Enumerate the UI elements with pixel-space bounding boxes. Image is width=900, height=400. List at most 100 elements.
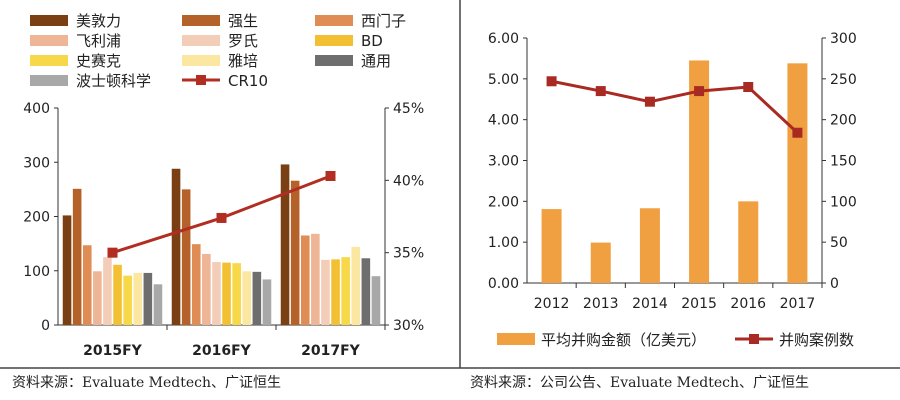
- legend-label: 强生: [228, 12, 258, 30]
- bar: [232, 263, 241, 325]
- bar: [787, 63, 808, 283]
- x-tick-label: 2015FY: [83, 343, 143, 359]
- y2-tick-label: 300: [830, 31, 857, 47]
- y2-tick-label: 50: [830, 235, 848, 251]
- y-tick-label: 2.00: [488, 194, 519, 210]
- bar: [290, 180, 300, 325]
- bar: [133, 272, 143, 325]
- bar: [321, 259, 330, 325]
- y-tick-label: 200: [23, 210, 50, 226]
- cr10-marker: [216, 212, 227, 223]
- bar: [242, 271, 252, 325]
- bar: [113, 264, 122, 325]
- legend-swatch: [315, 15, 353, 26]
- y-tick-label: 100: [23, 264, 50, 280]
- right-source-note: 资料来源：公司公告、Evaluate Medtech、广证恒生: [470, 375, 810, 391]
- legend-swatch: [315, 35, 353, 46]
- bar: [202, 253, 211, 325]
- bar: [222, 262, 231, 325]
- y-tick-label: 1.00: [488, 235, 519, 251]
- y2-tick-label: 150: [830, 154, 857, 170]
- deal-count-marker: [792, 127, 803, 138]
- deal-count-line: [551, 79, 799, 134]
- legend-swatch: [30, 35, 68, 46]
- bar: [82, 245, 92, 325]
- bar: [639, 208, 660, 283]
- legend-swatch: [315, 55, 353, 66]
- y2-tick-label: 40%: [393, 173, 424, 189]
- legend-label: 并购案例数: [779, 331, 854, 349]
- x-tick-label: 2015: [681, 296, 717, 312]
- y2-tick-label: 100: [830, 194, 857, 210]
- x-tick-label: 2014: [632, 296, 668, 312]
- legend-swatch: [182, 35, 220, 46]
- bar: [212, 262, 221, 325]
- bar: [280, 164, 290, 325]
- y-tick-label: 5.00: [488, 72, 519, 88]
- x-tick-label: 2017: [780, 296, 816, 312]
- bar: [300, 235, 310, 325]
- bar: [191, 244, 201, 325]
- bar: [103, 257, 112, 325]
- x-tick-label: 2017FY: [301, 343, 361, 359]
- legend-swatch: [30, 15, 68, 26]
- bar: [252, 271, 262, 325]
- bar: [371, 276, 381, 325]
- bar: [181, 189, 191, 325]
- bar: [541, 209, 562, 283]
- deal-count-marker: [694, 86, 705, 97]
- y-tick-label: 3.00: [488, 154, 519, 170]
- y-tick-label: 400: [23, 101, 50, 117]
- cr10-marker: [107, 247, 118, 258]
- legend-swatch: [30, 75, 68, 86]
- bar: [171, 168, 181, 325]
- legend-label: 罗氏: [228, 32, 258, 50]
- y-tick-label: 300: [23, 155, 50, 171]
- legend-label: 波士顿科学: [76, 72, 151, 90]
- y2-tick-label: 30%: [393, 318, 424, 334]
- legend-label: 飞利浦: [76, 32, 121, 50]
- legend-label: 史赛克: [76, 52, 121, 70]
- y-tick-label: 0: [41, 318, 50, 334]
- bar: [361, 258, 371, 325]
- x-tick-label: 2012: [534, 296, 570, 312]
- x-tick-label: 2013: [583, 296, 619, 312]
- cr10-marker: [325, 170, 336, 181]
- bar: [153, 284, 163, 325]
- bar: [143, 272, 153, 325]
- y2-tick-label: 35%: [393, 246, 424, 262]
- legend-swatch: [182, 55, 220, 66]
- legend-label: 平均并购金额（亿美元）: [541, 331, 706, 349]
- deal-count-marker: [546, 76, 557, 87]
- deal-count-marker: [743, 82, 754, 92]
- bar: [311, 233, 320, 325]
- y2-tick-label: 45%: [393, 101, 424, 117]
- y2-tick-label: 0: [830, 276, 839, 292]
- bar: [123, 275, 132, 325]
- legend-label: 西门子: [361, 12, 406, 30]
- bar: [72, 188, 82, 325]
- deal-count-marker: [595, 86, 606, 97]
- legend-label: 通用: [361, 52, 391, 70]
- legend-swatch: [30, 55, 68, 66]
- x-tick-label: 2016: [730, 296, 766, 312]
- legend-marker: [749, 334, 759, 344]
- x-tick-label: 2016FY: [192, 343, 252, 359]
- bar: [590, 242, 611, 283]
- left-chart: 0 100 200 300 400 30% 35% 40% 45% 2015FY 2016FY 201…: [23, 12, 424, 359]
- legend-swatch: [182, 15, 220, 26]
- bar: [738, 201, 759, 283]
- legend-label: 雅培: [228, 52, 258, 70]
- bar: [93, 271, 102, 325]
- y2-tick-label: 200: [830, 113, 857, 129]
- bar: [341, 257, 350, 325]
- bar: [689, 60, 710, 284]
- bar: [331, 259, 340, 325]
- legend-label: CR10: [228, 72, 268, 90]
- right-chart: 0.00 1.00 2.00 3.00 4.00 5.00 6.00 0 50 100 150 200…: [488, 31, 857, 349]
- legend-label: BD: [361, 32, 383, 50]
- y-tick-label: 4.00: [488, 113, 519, 129]
- bar: [62, 215, 72, 325]
- y-tick-label: 6.00: [488, 31, 519, 47]
